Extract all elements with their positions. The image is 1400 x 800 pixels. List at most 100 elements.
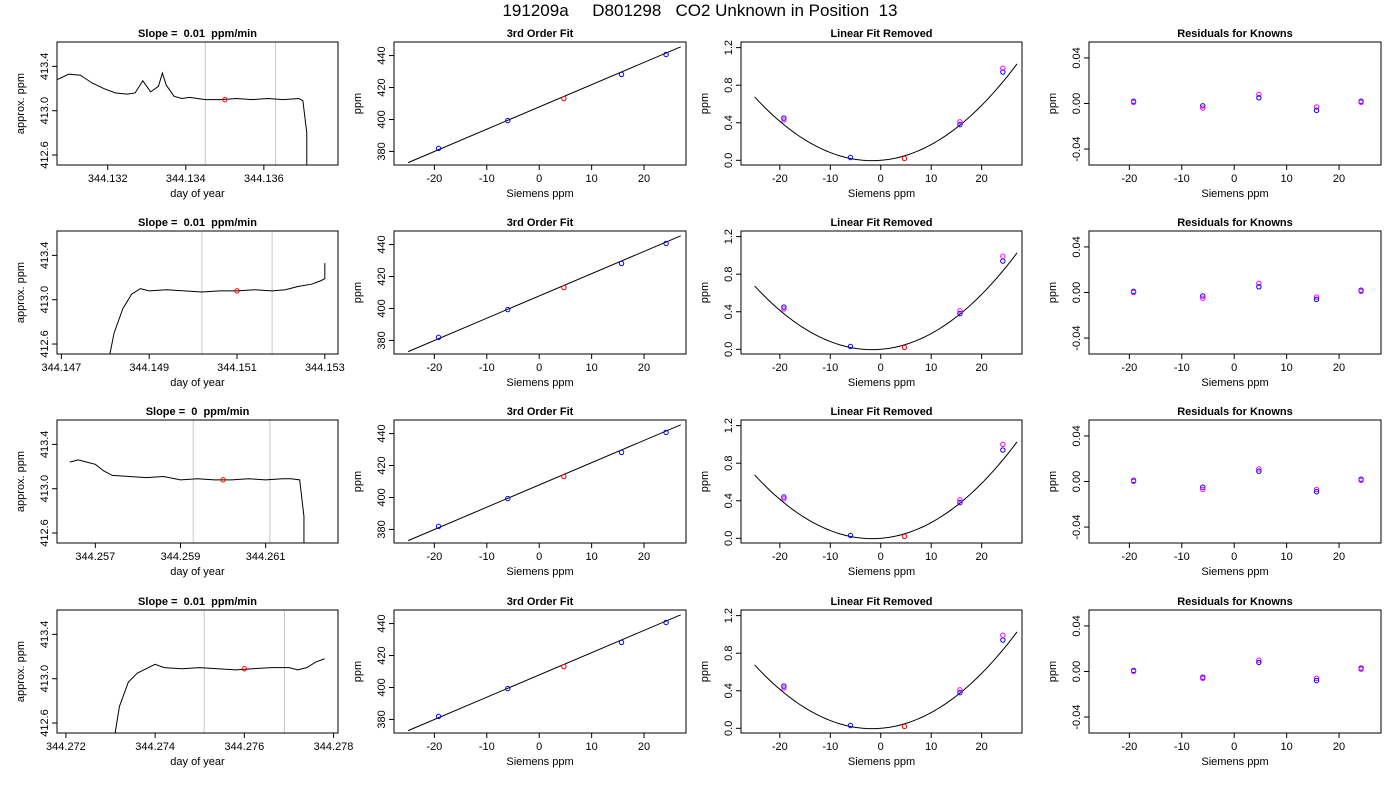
panel-title: Linear Fit Removed: [830, 217, 932, 229]
panel-title: 3rd Order Fit: [507, 28, 574, 40]
y-tick-label: 0.04: [1071, 47, 1083, 68]
y-tick-label: 0.0: [723, 153, 735, 168]
data-point: [234, 288, 240, 294]
data-point: [781, 685, 787, 691]
x-tick-label: -20: [426, 362, 442, 374]
y-tick-label: 0.04: [1071, 615, 1083, 636]
data-point: [505, 117, 511, 124]
data-point: [561, 284, 567, 291]
data-point: [1200, 486, 1206, 493]
y-axis-label: ppm: [699, 661, 711, 682]
data-point: [222, 96, 228, 103]
x-tick-label: 10: [1281, 551, 1293, 563]
data-point: [957, 308, 963, 314]
data-point: [435, 334, 442, 341]
y-tick-label: 412.6: [39, 330, 51, 358]
plot-frame: [56, 41, 339, 166]
x-tick-label: 344.276: [224, 741, 264, 753]
data-point: [1358, 288, 1364, 295]
panel-title: Linear Fit Removed: [830, 406, 932, 418]
x-tick-label: -20: [426, 551, 442, 563]
figure-title: 191209a D801298 CO2 Unknown in Position …: [502, 1, 898, 20]
y-tick-label: 380: [376, 331, 388, 349]
panel-r4c2: 3rd Order Fit -20 -10 0 10 20 380 400 420 440 Siem…: [352, 596, 687, 768]
x-tick-label: -20: [772, 173, 788, 185]
data-point: [220, 477, 226, 483]
data-point: [781, 306, 787, 312]
y-axis-label: approx. ppm: [15, 262, 27, 323]
x-axis-label: day of year: [170, 566, 225, 578]
panel-r2c2: 3rd Order Fit -20 -10 0 10 20 380 400 420 440 Siem…: [352, 217, 687, 389]
x-tick-label: -10: [822, 362, 838, 374]
data-point: [1256, 468, 1262, 474]
data-point: [505, 495, 511, 502]
x-axis-label: day of year: [170, 188, 225, 200]
data-point: [847, 532, 854, 539]
x-tick-label: 10: [1281, 173, 1293, 185]
y-tick-label: 400: [376, 678, 388, 696]
x-tick-label: 10: [586, 362, 598, 374]
x-tick-label: 20: [1333, 741, 1345, 753]
data-point: [561, 473, 567, 480]
panel-r4c4: Residuals for Knowns -20 -10 0 10 20 -0.04 0.00…: [1047, 596, 1382, 768]
data-point: [1256, 284, 1262, 290]
y-tick-label: 412.6: [39, 709, 51, 737]
y-tick-label: 0.8: [723, 456, 735, 471]
plot-frame: [393, 41, 687, 166]
panel-r2c3: Linear Fit Removed -20 -10 0 10 20 0.0 0.4 0.8 1.…: [699, 217, 1023, 389]
fit-line: [407, 424, 681, 542]
x-tick-label: -10: [479, 362, 495, 374]
y-tick-label: 440: [376, 46, 388, 64]
y-tick-label: 413.0: [39, 286, 51, 314]
x-tick-label: 0: [878, 551, 884, 563]
x-axis-label: Siemens ppm: [506, 377, 573, 389]
y-axis-label: approx. ppm: [15, 641, 27, 702]
x-axis-label: Siemens ppm: [1201, 188, 1268, 200]
y-tick-label: -0.04: [1071, 137, 1083, 162]
data-point: [957, 119, 963, 125]
x-tick-label: 20: [638, 551, 650, 563]
x-tick-label: -20: [772, 551, 788, 563]
y-tick-label: 440: [376, 424, 388, 442]
y-tick-label: 0.04: [1071, 236, 1083, 257]
data-point: [1256, 280, 1262, 287]
data-point: [957, 310, 963, 317]
x-tick-label: 0: [536, 173, 542, 185]
y-tick-label: 420: [376, 646, 388, 664]
plot-frame: [740, 230, 1023, 355]
y-axis-label: ppm: [699, 471, 711, 492]
panel-r3c2: 3rd Order Fit -20 -10 0 10 20 380 400 420 440 Siem…: [352, 406, 687, 578]
data-point: [1200, 484, 1206, 490]
y-tick-label: -0.04: [1071, 515, 1083, 540]
data-point: [1200, 103, 1206, 109]
x-axis-label: Siemens ppm: [506, 566, 573, 578]
data-point: [1313, 104, 1320, 110]
x-tick-label: 0: [878, 741, 884, 753]
y-axis-label: ppm: [699, 282, 711, 303]
data-point: [957, 497, 963, 503]
x-tick-label: -20: [1121, 173, 1137, 185]
x-tick-label: 10: [925, 173, 937, 185]
series-line: [109, 263, 326, 354]
x-tick-label: 10: [586, 741, 598, 753]
data-point: [618, 639, 625, 646]
data-point: [1313, 294, 1320, 300]
data-point: [1358, 666, 1364, 672]
data-point: [1000, 447, 1006, 453]
y-tick-label: 440: [376, 235, 388, 253]
x-tick-label: -10: [822, 173, 838, 185]
panel-r1c1: Slope = 0.01 ppm/min 344.132 344.134 344.13…: [15, 28, 339, 200]
data-point: [663, 51, 669, 58]
data-point: [1000, 65, 1006, 71]
data-point: [435, 713, 442, 720]
x-tick-label: 10: [586, 551, 598, 563]
y-tick-label: 0.0: [723, 531, 735, 546]
y-tick-label: 420: [376, 456, 388, 474]
y-tick-label: 380: [376, 142, 388, 160]
x-tick-label: -10: [1174, 551, 1190, 563]
series-line: [69, 459, 305, 543]
x-tick-label: 10: [586, 173, 598, 185]
data-point: [957, 121, 963, 128]
y-tick-label: 0.4: [723, 493, 735, 508]
y-tick-label: 440: [376, 614, 388, 632]
